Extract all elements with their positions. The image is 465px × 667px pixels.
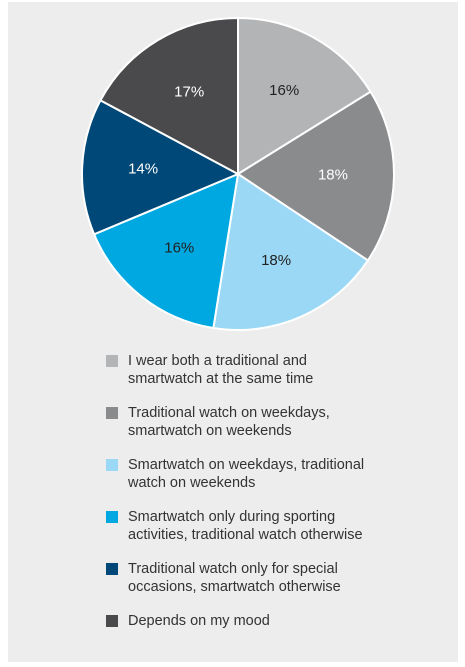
pie-slice-3 [212,172,370,331]
legend-label-4: Smartwatch only during sporting activiti… [128,509,363,543]
legend-item-6: Depends on my mood [106,612,456,630]
legend-item-5: Traditional watch only for special occas… [106,560,456,596]
slice-label-5: 14% [128,160,158,177]
legend-label-1: I wear both a traditional and smartwatch… [128,353,314,387]
legend-swatch-5 [106,563,118,575]
slice-label-1: 16% [269,82,299,99]
legend-label-6: Depends on my mood [128,613,270,629]
legend-swatch-1 [106,355,118,367]
pie-slice-5 [81,98,241,236]
legend-label-3: Smartwatch on weekdays, traditional watc… [128,457,365,491]
pie-slice-4 [92,172,240,330]
slice-label-2: 18% [318,166,348,183]
pie-chart: 16% 18% 18% 16% 14% 17% [81,16,395,331]
slice-label-6: 17% [174,83,204,100]
pie-slice-1 [237,16,372,176]
legend-swatch-3 [106,459,118,471]
legend-swatch-4 [106,511,118,523]
legend-item-4: Smartwatch only during sporting activiti… [106,508,456,544]
pie-slice-2 [236,90,395,262]
chart-panel: 16% 18% 18% 16% 14% 17% I wear both a traditi… [8,2,458,662]
slice-label-3: 18% [261,252,291,269]
slice-label-4: 16% [164,240,194,257]
legend-swatch-6 [106,615,118,627]
chart-legend: I wear both a traditional and smartwatch… [106,352,456,646]
pie-slice-6 [99,16,239,176]
legend-item-3: Smartwatch on weekdays, traditional watc… [106,456,456,492]
legend-swatch-2 [106,407,118,419]
legend-item-1: I wear both a traditional and smartwatch… [106,352,456,388]
legend-label-5: Traditional watch only for special occas… [128,561,341,595]
legend-item-2: Traditional watch on weekdays, smartwatc… [106,404,456,440]
legend-label-2: Traditional watch on weekdays, smartwatc… [128,405,330,439]
